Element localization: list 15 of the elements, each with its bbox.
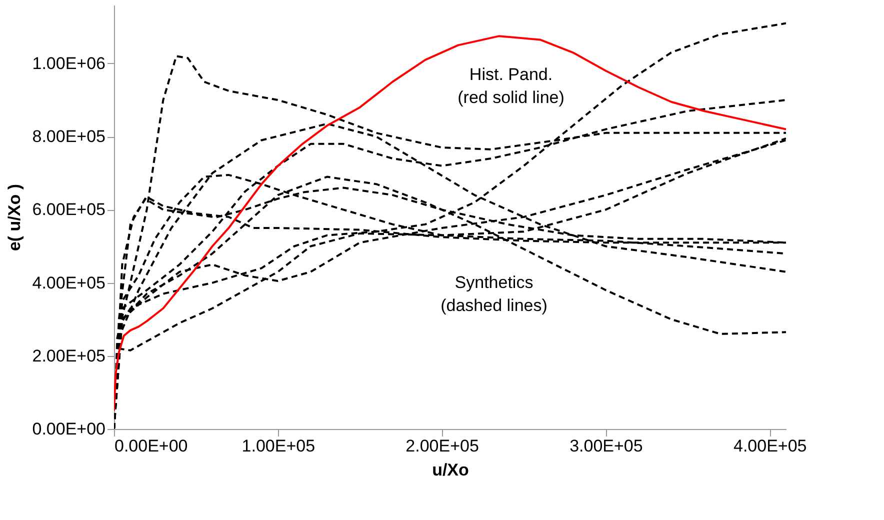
x-axis-title: u/Xo bbox=[432, 460, 469, 480]
y-tick-label: 8.00E+05 bbox=[32, 127, 106, 146]
y-axis-title: e( u/Xo ) bbox=[5, 184, 24, 252]
x-tick-label: 1.00E+05 bbox=[242, 436, 316, 456]
y-tick-label: 0.00E+00 bbox=[32, 420, 106, 438]
y-tick-label: 1.00E+06 bbox=[32, 54, 106, 73]
x-tick-label: 3.00E+05 bbox=[570, 436, 643, 456]
y-tick-label: 2.00E+05 bbox=[32, 346, 106, 366]
y-tick-label: 6.00E+05 bbox=[32, 200, 106, 220]
y-tick-label: 4.00E+05 bbox=[32, 273, 106, 292]
annotation: Synthetics (dashed lines) bbox=[440, 273, 548, 315]
x-tick-label: 2.00E+05 bbox=[406, 436, 479, 456]
annotation: Hist. Pand. (red solid line) bbox=[458, 65, 564, 107]
x-tick-label: 0.00E+00 bbox=[114, 436, 188, 456]
x-tick-label: 4.00E+05 bbox=[733, 436, 807, 456]
